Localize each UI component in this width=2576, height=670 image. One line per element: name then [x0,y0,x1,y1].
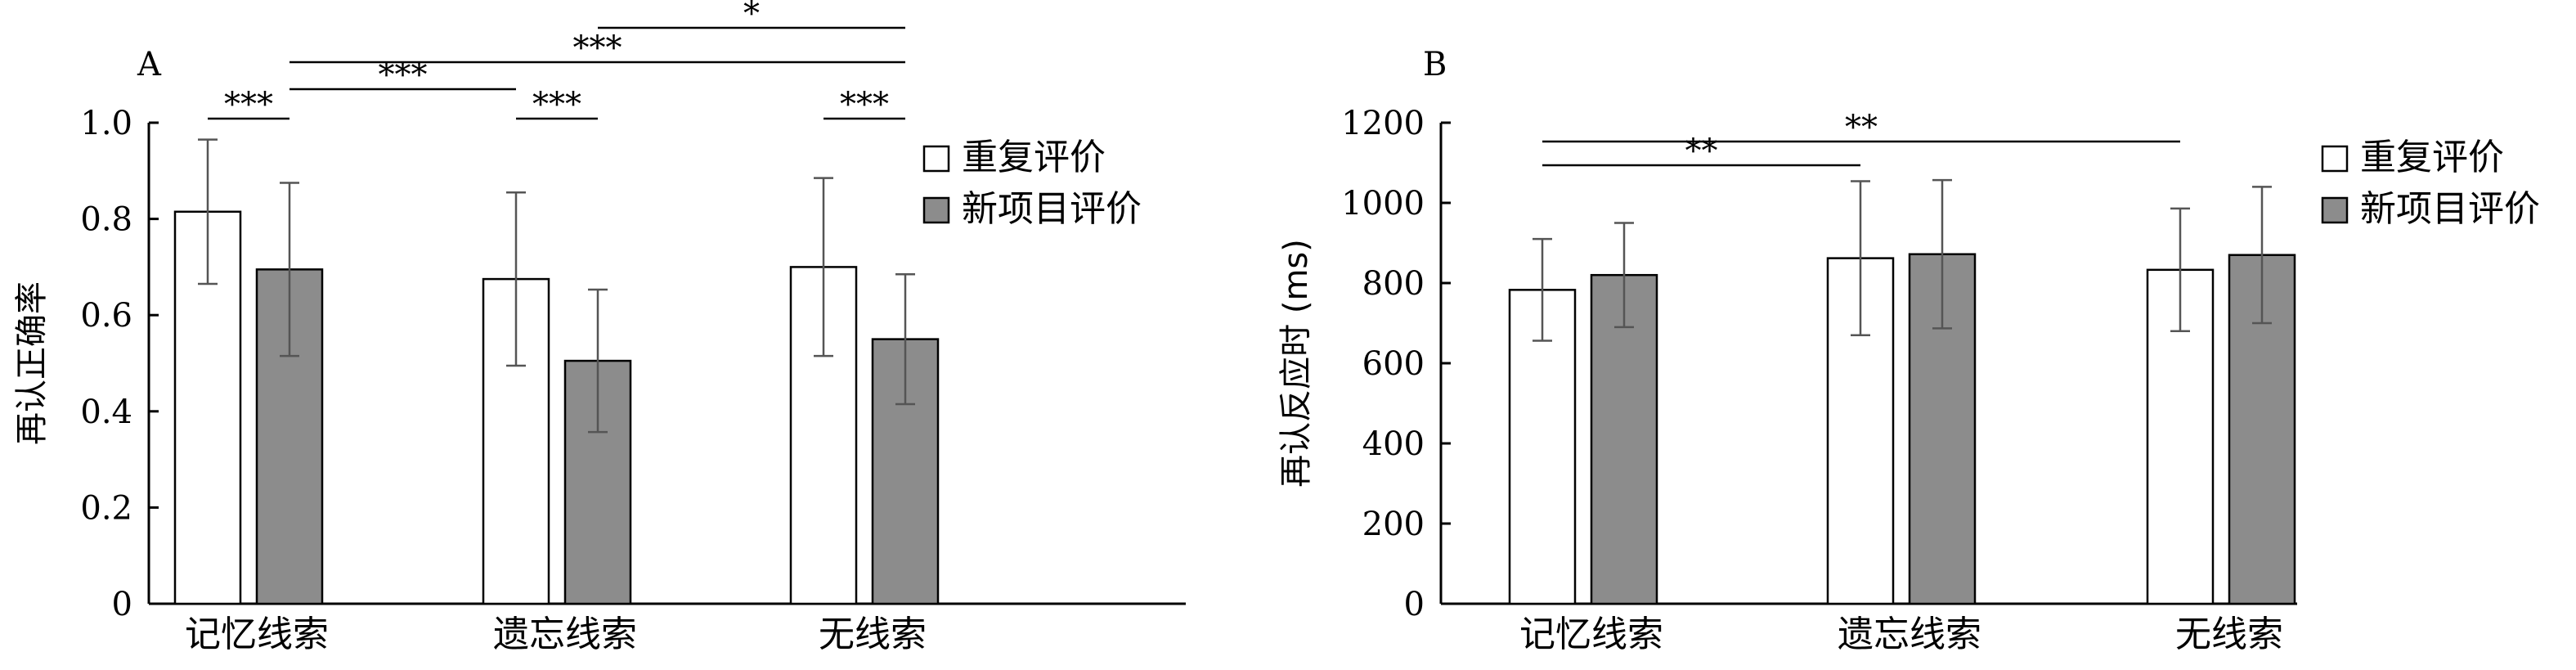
bar-new-2 [2228,254,2296,605]
y-tick-label: 0.6 [80,297,132,335]
x-category-label: 记忆线索 [185,614,329,655]
significance-label: ** [1845,109,1878,146]
y-axis-label: 再认反应时 (ms) [1277,239,1315,488]
y-tick-label: 200 [1362,506,1425,543]
chart-panel-b: 0 200 400 600 800 1000 1200 记忆线索 遗忘线索 无线索 ** ** B 再认反… [1277,46,2540,655]
y-tick-label: 1.0 [80,105,132,142]
significance-label: ** [1685,133,1718,170]
bar-new-1 [563,359,632,605]
legend-swatch [2321,196,2349,224]
y-axis-label: 再认正确率 [13,281,51,445]
x-category-label: 遗忘线索 [493,614,637,655]
y-tick-label: 1200 [1341,105,1425,142]
panel-label: B [1423,46,1447,83]
legend-label: 重复评价 [2360,137,2504,178]
y-tick-label: 0.8 [80,201,132,239]
bar-repeat-0 [1508,289,1577,605]
y-tick-label: 0 [1404,586,1425,623]
y-tick-label: 0.4 [80,393,132,431]
panel-label: A [137,46,162,83]
legend-label: 重复评价 [962,137,1106,178]
significance-label: *** [532,86,581,124]
y-tick-label: 0 [112,586,132,623]
x-category-label: 记忆线索 [1519,614,1663,655]
significance-label: *** [840,86,889,124]
significance-label: *** [224,86,273,124]
legend-label: 新项目评价 [2360,188,2540,230]
x-category-label: 遗忘线索 [1838,614,1981,655]
significance-label: *** [573,29,622,67]
legend-label: 新项目评价 [962,188,1142,230]
bar-new-0 [1590,273,1658,605]
y-tick-label: 600 [1362,345,1425,383]
legend-swatch [922,145,950,173]
significance-label: * [743,0,760,33]
y-tick-label: 0.2 [80,489,132,527]
y-tick-label: 400 [1362,425,1425,463]
legend-swatch [2321,145,2349,173]
x-category-label: 无线索 [2175,614,2283,655]
legend-swatch [922,196,950,224]
x-category-label: 无线索 [819,614,927,655]
y-tick-label: 1000 [1341,185,1425,223]
y-tick-label: 800 [1362,265,1425,303]
